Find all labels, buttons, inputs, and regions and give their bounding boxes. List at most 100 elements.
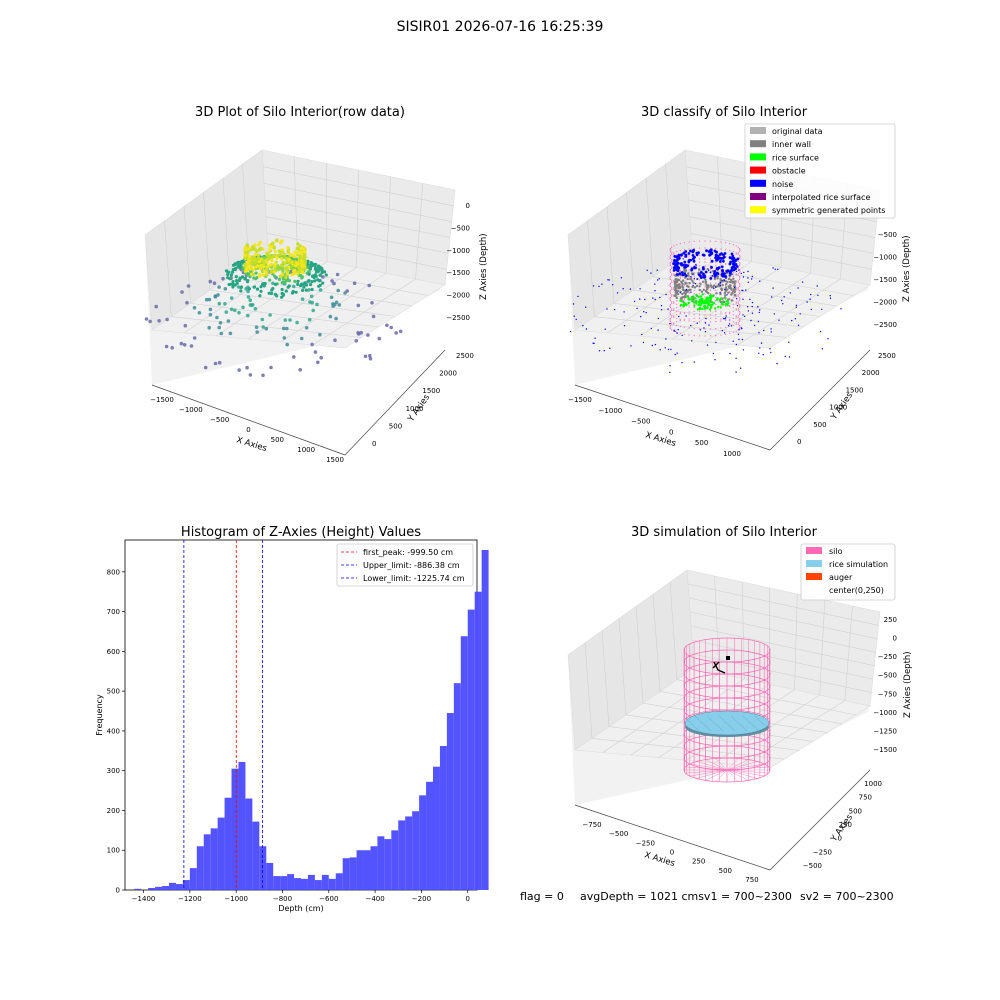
raw-point (245, 365, 249, 370)
classify-wall-point (729, 297, 731, 299)
raw-point (244, 250, 248, 255)
histogram-bar (474, 591, 482, 890)
rice-mesh-line (754, 715, 772, 732)
classify-inner-point (674, 291, 677, 295)
histogram-x-axis-label: Depth (cm) (278, 904, 323, 913)
histogram-y-axis-label: Frequency (95, 694, 104, 736)
raw-point (268, 254, 272, 258)
classify-inner-point (704, 278, 707, 281)
raw-point (234, 266, 238, 270)
classify-wall-point (739, 255, 741, 257)
classify-legend-label: rice surface (772, 153, 819, 162)
classify-noise-point (702, 267, 705, 271)
status-sv2: sv2 = 700~2300 (800, 890, 894, 903)
classify-wall-point (704, 321, 706, 323)
classify-noise-point (719, 292, 721, 294)
raw-point (262, 265, 266, 269)
simulation-y-tick: 0 (838, 835, 842, 843)
classify-wall-point (679, 318, 681, 320)
classify-surface-point (695, 302, 698, 305)
raw-point (370, 301, 374, 305)
classify-noise-point (695, 265, 697, 267)
classify-wall-point (735, 309, 737, 311)
classify-noise-point (720, 259, 722, 261)
classify-noise-point (710, 259, 714, 263)
histogram-y-tick: 600 (107, 648, 120, 656)
raw-point (377, 336, 382, 341)
silo-floor-spoke (715, 758, 728, 771)
raw-point (254, 271, 258, 275)
classify-wall-point (704, 247, 706, 249)
histogram-bar (398, 820, 406, 890)
raw-point (296, 279, 300, 283)
raw-point (289, 253, 293, 257)
classify-wall-point (669, 313, 672, 315)
classify-wall-point (669, 306, 672, 308)
classify-inner-point (689, 277, 693, 280)
classify-noise-point (771, 296, 773, 298)
classify-inner-point (701, 280, 705, 283)
classify-noise-point (784, 355, 786, 358)
raw-point (228, 331, 233, 336)
raw-point (281, 269, 285, 273)
classify-noise-point (741, 327, 743, 330)
raw-point (186, 284, 191, 288)
raw-point (280, 272, 285, 276)
classify-wall-point (679, 325, 681, 327)
classify-wall-point (693, 240, 695, 242)
classify-wall-point (732, 310, 734, 312)
raw-point (255, 287, 260, 291)
classify-wall-point (720, 334, 722, 336)
classify-inner-point (698, 288, 701, 292)
simulation-z-tick: −750 (878, 690, 897, 698)
classify-wall-point (732, 251, 734, 253)
raw-point (309, 261, 313, 265)
raw-point (251, 272, 256, 277)
classify-wall-point (683, 312, 686, 314)
classify-noise-point (751, 305, 753, 308)
classify-noise-point (695, 251, 699, 255)
classify-wall-point (683, 249, 686, 251)
classify-noise-point (734, 263, 738, 266)
silo-floor-spoke (726, 769, 769, 774)
classify-noise-point (736, 257, 740, 261)
classify-wall-point (669, 327, 672, 329)
classify-noise-point (710, 265, 713, 269)
classify-wall-point (715, 317, 717, 319)
raw-point (231, 280, 235, 284)
classify-legend-label: obstacle (772, 167, 806, 176)
raw-point (264, 273, 269, 277)
raw-point (183, 323, 188, 328)
classify-wall-point (739, 320, 741, 322)
histogram-bar (238, 761, 246, 890)
panel-raw-title: 3D Plot of Silo Interior(row data) (195, 105, 405, 120)
raw-point (292, 269, 296, 274)
classify-inner-point (674, 277, 677, 281)
raw-point (304, 288, 308, 292)
raw-point (148, 319, 152, 324)
raw-point (252, 256, 257, 260)
classify-wall-point (737, 295, 739, 297)
classify-inner-point (676, 289, 680, 293)
classify-wall-point (715, 321, 717, 323)
classify-noise-point (757, 320, 760, 323)
classify-wall-point (729, 325, 731, 327)
raw-point (366, 333, 370, 337)
classify-inner-point (719, 292, 722, 296)
classify-wall-point (739, 304, 741, 306)
raw-point (268, 248, 272, 252)
classify-noise-point (783, 296, 785, 298)
classify-wall-point (735, 316, 737, 318)
classify-noise-point (746, 306, 749, 308)
simulation-z-tick: −500 (878, 672, 897, 680)
classify-noise-point (572, 303, 575, 305)
raw-point (271, 281, 275, 286)
classify-inner-point (733, 284, 736, 288)
classify-inner-point (724, 280, 727, 283)
classify-y-tick: 500 (813, 421, 826, 429)
classify-inner-point (693, 286, 697, 289)
classify-wall-point (704, 328, 706, 330)
histogram-bar (384, 839, 392, 890)
classify-noise-point (693, 277, 695, 280)
classify-wall-point (709, 335, 712, 337)
